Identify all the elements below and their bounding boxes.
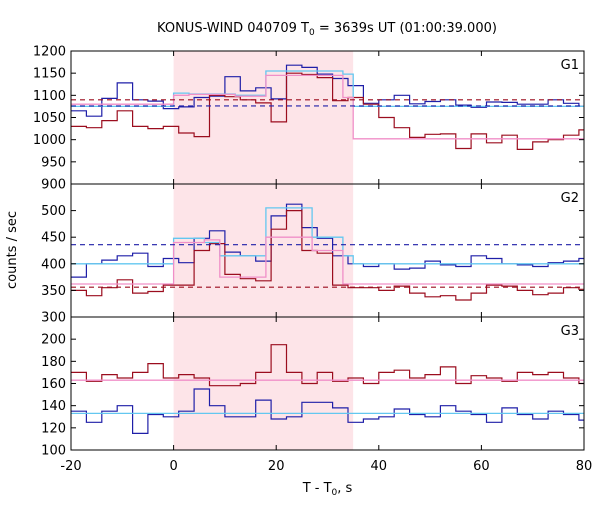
panel-g1-series-red [71, 72, 584, 150]
panel-g1-series-lightblue [71, 70, 584, 108]
y-tick-label: 500 [41, 204, 66, 219]
panel-g3-series-red [71, 344, 584, 387]
chart-title-main: KONUS-WIND 040709 T [157, 21, 309, 36]
panel-g2-series-red [71, 210, 584, 301]
y-tick-label: 1200 [33, 45, 66, 60]
y-tick-label: 140 [41, 399, 66, 414]
y-tick-label: 950 [41, 155, 66, 170]
x-tick-label: 0 [169, 459, 177, 474]
chart-title-rest: = 3639s UT (01:00:39.000) [315, 21, 497, 36]
x-axis-title-main: T - T [302, 481, 332, 496]
x-tick-label: 40 [371, 459, 388, 474]
y-tick-label: 300 [41, 311, 66, 326]
x-tick-label: 80 [576, 459, 593, 474]
y-axis-title: counts / sec [5, 211, 20, 289]
y-tick-label: 1150 [33, 67, 66, 82]
x-axis-title-subscript: 0 [332, 488, 338, 498]
y-tick-label: 200 [41, 333, 66, 348]
x-axis-title: T - T0, s [302, 481, 353, 498]
y-tick-label: 450 [41, 231, 66, 246]
y-tick-label: 1050 [33, 111, 66, 126]
y-tick-label: 400 [41, 257, 66, 272]
y-tick-label: 100 [41, 444, 66, 459]
panel-label-g3: G3 [561, 324, 579, 339]
chart-title: KONUS-WIND 040709 T0 = 3639s UT (01:00:3… [157, 21, 497, 38]
x-tick-label: 20 [268, 459, 285, 474]
panel-g1-series-pink [71, 74, 584, 140]
panel-g1-series-group [71, 64, 584, 150]
panel-label-g1: G1 [561, 58, 579, 73]
y-tick-label: 120 [41, 421, 66, 436]
x-tick-label: 60 [473, 459, 490, 474]
x-tick-label: -20 [60, 459, 81, 474]
y-tick-label: 160 [41, 377, 66, 392]
panel-g3-series-group [71, 344, 584, 434]
x-axis-title-rest: , s [337, 481, 352, 496]
y-tick-label: 180 [41, 355, 66, 370]
chart-title-subscript: 0 [309, 28, 315, 38]
y-tick-label: 1100 [33, 89, 66, 104]
y-tick-label: 1000 [33, 133, 66, 148]
y-tick-label: 900 [41, 178, 66, 193]
panel-label-g2: G2 [561, 191, 579, 206]
panel-g2-series-lightblue [71, 207, 584, 265]
y-tick-label: 350 [41, 284, 66, 299]
panel-g2-series-pink [71, 236, 584, 285]
panel-g2-series-group [71, 203, 584, 301]
